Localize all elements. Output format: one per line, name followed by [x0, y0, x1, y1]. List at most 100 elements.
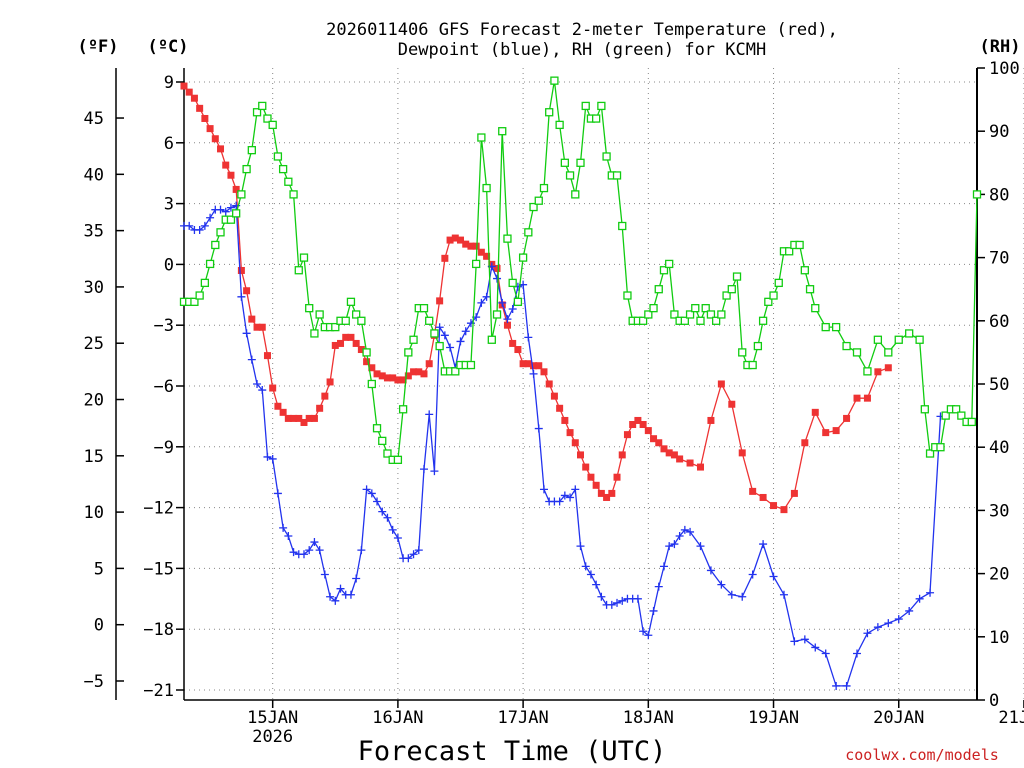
rh-point	[487, 335, 496, 344]
rh-point	[498, 127, 507, 136]
temperature-point	[457, 236, 465, 244]
rh-point	[284, 177, 293, 186]
dewpoint-point	[393, 534, 402, 542]
dewpoint-point	[461, 327, 470, 336]
tick-label-fahrenheit: 35	[84, 222, 104, 242]
temperature-point	[451, 234, 459, 242]
dewpoint-point	[409, 550, 418, 559]
rh-point	[732, 272, 742, 281]
dewpoint-point	[440, 331, 449, 340]
tick-label-time: 18JAN	[623, 708, 674, 728]
rh-point	[278, 164, 288, 174]
rh-point	[696, 316, 705, 325]
temperature-point	[545, 380, 553, 388]
dewpoint-point	[566, 493, 575, 502]
rh-point	[842, 341, 851, 351]
dewpoint-point	[258, 386, 267, 395]
dewpoint-point	[273, 489, 282, 498]
dewpoint-point	[607, 600, 616, 609]
rh-point	[503, 234, 512, 243]
temperature-point	[717, 380, 725, 388]
temperature-point	[676, 455, 684, 463]
dewpoint-point	[216, 205, 225, 214]
dewpoint-point	[237, 292, 246, 301]
tick-label-rh: 30	[989, 501, 1009, 521]
rh-point	[211, 240, 220, 250]
tick-label-time: 15JAN	[247, 708, 298, 728]
dewpoint-point	[686, 527, 695, 536]
temperature-point	[363, 358, 371, 366]
rh-point	[905, 329, 914, 338]
temperature-point	[258, 323, 266, 331]
temperature-point	[629, 421, 637, 429]
temperature-point	[623, 431, 631, 439]
temperature-point	[399, 376, 407, 384]
dewpoint-point	[305, 546, 314, 555]
tick-label-celsius: −9	[154, 438, 174, 458]
dewpoint-point	[597, 592, 606, 601]
dewpoint-point	[592, 580, 601, 589]
rh-point	[477, 133, 486, 142]
rh-point	[581, 101, 590, 111]
temperature-point	[206, 125, 214, 133]
tick-label-celsius: 9	[164, 73, 174, 93]
rh-point	[957, 411, 966, 420]
temperature-point	[394, 376, 402, 384]
rh-point	[701, 304, 710, 313]
dewpoint-point	[790, 637, 799, 646]
temperature-point	[707, 416, 715, 424]
rh-point	[852, 348, 862, 357]
rh-point	[821, 322, 830, 332]
tick-label-fahrenheit: 5	[94, 559, 104, 579]
rh-point	[753, 341, 763, 351]
rh-point	[925, 449, 935, 458]
temperature-point	[410, 368, 418, 376]
dewpoint-point	[503, 315, 512, 324]
rh-point	[550, 76, 559, 85]
rh-point	[592, 114, 601, 123]
rh-point	[331, 322, 340, 332]
series-layer	[179, 76, 982, 690]
dewpoint-point	[800, 635, 809, 644]
temperature-point	[217, 145, 225, 153]
temperature-point	[608, 489, 616, 497]
temperature-point	[389, 374, 397, 382]
temperature-point	[300, 418, 308, 426]
temperature-point	[863, 394, 871, 402]
dewpoint-point	[263, 452, 272, 461]
temperature-point	[524, 360, 532, 368]
rh-point	[242, 164, 251, 174]
rh-point	[920, 405, 929, 414]
dewpoint-point	[289, 548, 298, 557]
temperature-point	[639, 421, 647, 429]
dewpoint-point	[242, 329, 251, 338]
tick-label-rh: 10	[989, 628, 1009, 648]
tick-label-rh: 40	[989, 438, 1009, 458]
tick-label-celsius: −15	[143, 559, 174, 579]
rh-point	[936, 443, 945, 452]
dewpoint-point	[279, 523, 288, 532]
x-axis-title: Forecast Time (UTC)	[358, 736, 667, 767]
temperature-point	[284, 414, 292, 422]
rh-point	[649, 304, 658, 313]
rh-point	[618, 221, 627, 231]
rh-point	[378, 436, 387, 446]
dewpoint-point	[779, 590, 788, 599]
dewpoint-point	[268, 454, 277, 463]
tick-label-rh: 100	[989, 59, 1020, 79]
chart-title-line-2: Dewpoint (blue), RH (green) for KCMH	[398, 40, 766, 60]
rh-point	[383, 449, 392, 458]
dewpoint-point	[320, 570, 329, 579]
dewpoint-point	[633, 594, 642, 603]
temperature-point	[269, 384, 277, 392]
dewpoint-point	[493, 274, 502, 283]
dewpoint-point	[884, 619, 893, 628]
temperature-point	[660, 445, 668, 453]
rh-point	[769, 291, 778, 300]
tick-label-fahrenheit: 15	[84, 447, 104, 467]
tick-label-fahrenheit: 0	[94, 616, 104, 636]
tick-label-celsius: −3	[154, 316, 174, 336]
dewpoint-point	[221, 207, 230, 216]
tick-label-fahrenheit: 45	[84, 109, 104, 129]
temperature-point	[535, 362, 543, 370]
